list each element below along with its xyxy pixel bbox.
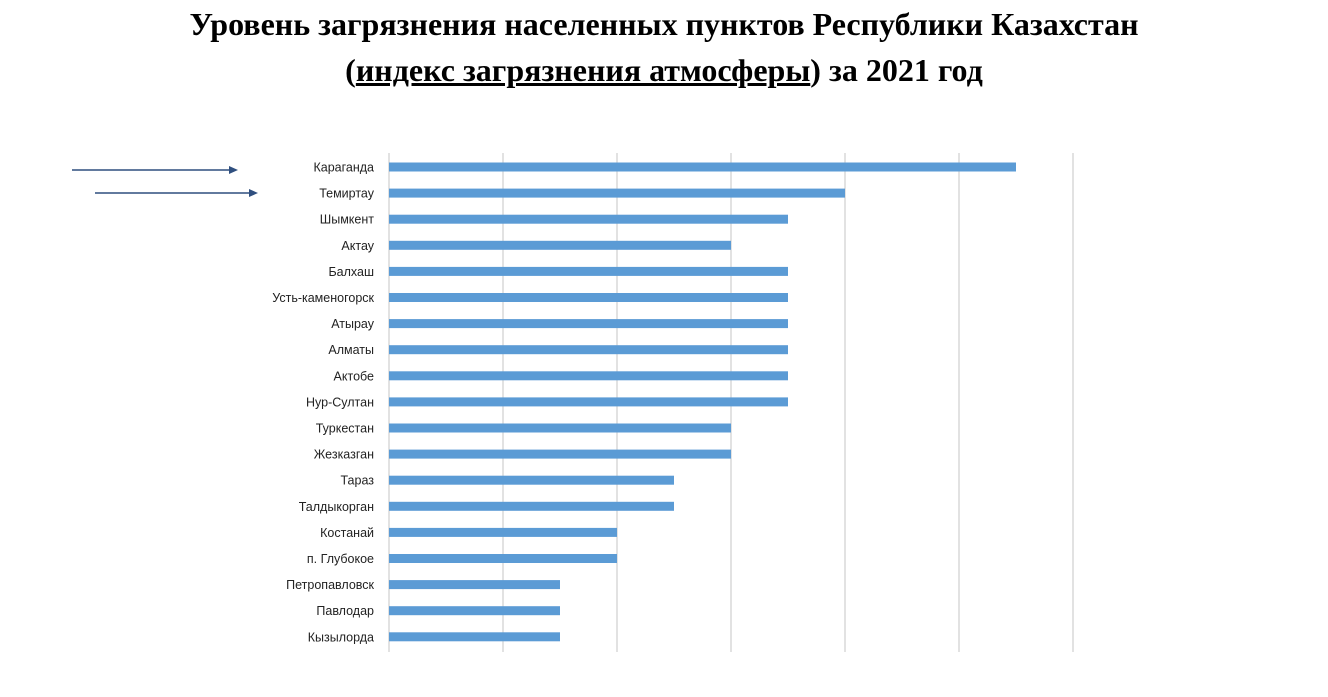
bar: [389, 293, 788, 302]
category-label: Кызылорда: [308, 630, 374, 644]
subtitle-rest: ) за 2021 год: [810, 52, 983, 88]
category-label: Усть-каменогорск: [272, 291, 374, 305]
bar: [389, 345, 788, 355]
category-label: Павлодар: [316, 604, 374, 618]
bar: [389, 371, 788, 381]
bar: [389, 240, 731, 250]
category-label: Актау: [341, 239, 374, 253]
arrow-head-icon: [249, 189, 258, 197]
bar: [389, 527, 617, 537]
bar: [389, 266, 788, 276]
category-label: Петропавловск: [286, 578, 374, 592]
index-link[interactable]: индекс загрязнения атмосферы: [355, 52, 811, 88]
category-label: п. Глубокое: [307, 552, 374, 566]
category-label: Актобе: [334, 369, 375, 383]
page-subtitle: (индекс загрязнения атмосферы) за 2021 г…: [0, 46, 1328, 94]
category-label: Балхаш: [328, 265, 374, 279]
bar: [389, 214, 788, 224]
bar: [389, 501, 674, 511]
category-label: Атырау: [331, 317, 375, 331]
paren-open: (: [345, 52, 356, 88]
bar: [389, 319, 788, 329]
category-label: Шымкент: [320, 213, 374, 227]
category-label: Тараз: [340, 474, 374, 488]
bar: [389, 162, 1016, 172]
arrow-head-icon: [229, 166, 238, 174]
category-label: Алматы: [328, 343, 374, 357]
bar: [389, 423, 731, 433]
category-label: Караганда: [313, 161, 374, 175]
page-title: Уровень загрязнения населенных пунктов Р…: [189, 6, 1139, 42]
bar: [389, 632, 560, 642]
category-label: Темиртау: [319, 187, 375, 201]
bar: [389, 475, 674, 485]
bar: [389, 449, 731, 459]
bar: [389, 554, 617, 563]
bar: [389, 580, 560, 590]
bar: [389, 188, 845, 198]
category-label: Жезказган: [314, 448, 374, 462]
bar: [389, 606, 560, 616]
category-label: Талдыкорган: [299, 500, 374, 514]
bar: [389, 397, 788, 407]
category-label: Нур-Султан: [306, 395, 374, 409]
category-label: Костанай: [320, 526, 374, 540]
category-label: Туркестан: [316, 422, 374, 436]
